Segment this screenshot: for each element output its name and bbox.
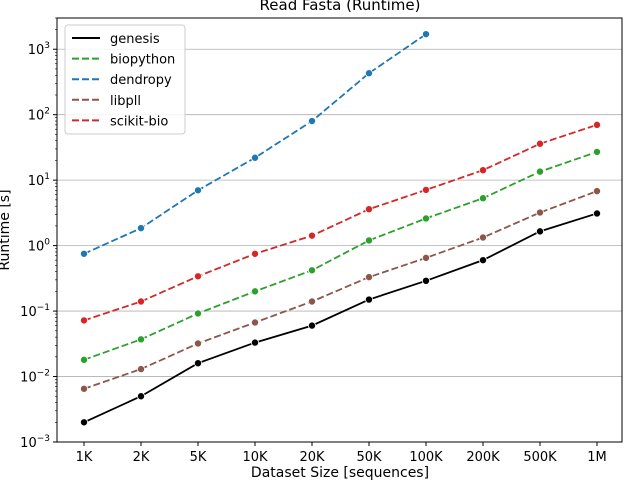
data-point <box>421 253 430 262</box>
data-point <box>421 30 430 39</box>
y-tick-label: 101 <box>28 172 50 189</box>
legend-label-scikit-bio: scikit-bio <box>110 114 168 129</box>
data-point <box>593 209 602 218</box>
data-point <box>250 153 259 162</box>
legend-label-genesis: genesis <box>110 32 160 47</box>
data-point <box>307 231 316 240</box>
data-point <box>136 335 145 344</box>
data-point <box>193 186 202 195</box>
data-point <box>364 273 373 282</box>
series-line-genesis <box>83 212 598 424</box>
data-point <box>193 359 202 368</box>
data-point <box>250 249 259 258</box>
x-tick-label: 1M <box>587 450 607 465</box>
x-tick-label: 200K <box>466 450 500 465</box>
legend-box <box>64 24 186 135</box>
data-point <box>478 233 487 242</box>
y-axis-title: Runtime [s] <box>0 189 13 270</box>
legend-label-dendropy: dendropy <box>110 73 172 88</box>
y-tick-label: 10−3 <box>20 434 50 451</box>
series-libpll <box>80 187 602 393</box>
series-line-biopython <box>83 151 598 361</box>
y-tick-label: 103 <box>28 41 50 58</box>
x-tick-label: 500K <box>523 450 557 465</box>
data-point <box>478 256 487 265</box>
data-point <box>307 321 316 330</box>
data-point <box>593 120 602 129</box>
data-point <box>364 69 373 78</box>
legend: genesis biopython dendropy libpll scikit-bio <box>64 24 186 135</box>
y-tick-label: 100 <box>28 238 51 255</box>
data-point <box>193 309 202 318</box>
data-point <box>80 418 89 427</box>
x-tick-label: 20K <box>299 450 325 465</box>
x-tick-label: 1K <box>76 450 93 465</box>
x-tick-label: 2K <box>133 450 150 465</box>
data-point <box>536 208 545 217</box>
data-point <box>250 338 259 347</box>
series-dendropy <box>80 30 430 258</box>
legend-label-biopython: biopython <box>110 53 175 68</box>
data-point <box>193 272 202 281</box>
data-point <box>136 392 145 401</box>
series-line-libpll <box>83 190 598 390</box>
legend-label-libpll: libpll <box>110 94 141 109</box>
y-tick-label: 10−1 <box>20 303 50 320</box>
data-point <box>593 187 602 196</box>
chart-title: Read Fasta (Runtime) <box>260 0 421 14</box>
data-point <box>478 194 487 203</box>
y-tick-label: 10−2 <box>20 369 50 386</box>
data-point <box>250 287 259 296</box>
data-point <box>193 339 202 348</box>
data-point <box>364 205 373 214</box>
data-point <box>136 297 145 306</box>
data-point <box>250 318 259 327</box>
data-point <box>80 355 89 364</box>
data-point <box>536 139 545 148</box>
series-line-scikit-bio <box>83 123 598 322</box>
data-point <box>307 297 316 306</box>
data-point <box>478 166 487 175</box>
x-tick-label: 10K <box>242 450 268 465</box>
data-point <box>307 266 316 275</box>
data-point <box>80 316 89 325</box>
data-point <box>307 117 316 126</box>
series-biopython <box>80 147 602 364</box>
series-genesis <box>80 209 602 427</box>
data-point <box>136 224 145 233</box>
data-point <box>136 365 145 374</box>
y-tick-label: 102 <box>28 107 50 124</box>
data-point <box>421 185 430 194</box>
axes: 10−3 10−2 10−1 100 101 102 103 1K 2K 5K 10K 20K 50K 1… <box>20 17 607 465</box>
data-point <box>536 167 545 176</box>
series-scikit-bio <box>80 120 602 325</box>
data-point <box>421 214 430 223</box>
x-tick-label: 100K <box>409 450 443 465</box>
data-point <box>593 147 602 156</box>
plot-frame <box>56 17 623 443</box>
data-point <box>80 384 89 393</box>
data-point <box>536 227 545 236</box>
series-lines <box>80 30 602 427</box>
x-tick-label: 50K <box>356 450 382 465</box>
x-axis-title: Dataset Size [sequences] <box>251 465 429 480</box>
x-tick-label: 5K <box>190 450 207 465</box>
data-point <box>364 295 373 304</box>
data-point <box>80 249 89 258</box>
data-point <box>364 236 373 245</box>
data-point <box>421 276 430 285</box>
